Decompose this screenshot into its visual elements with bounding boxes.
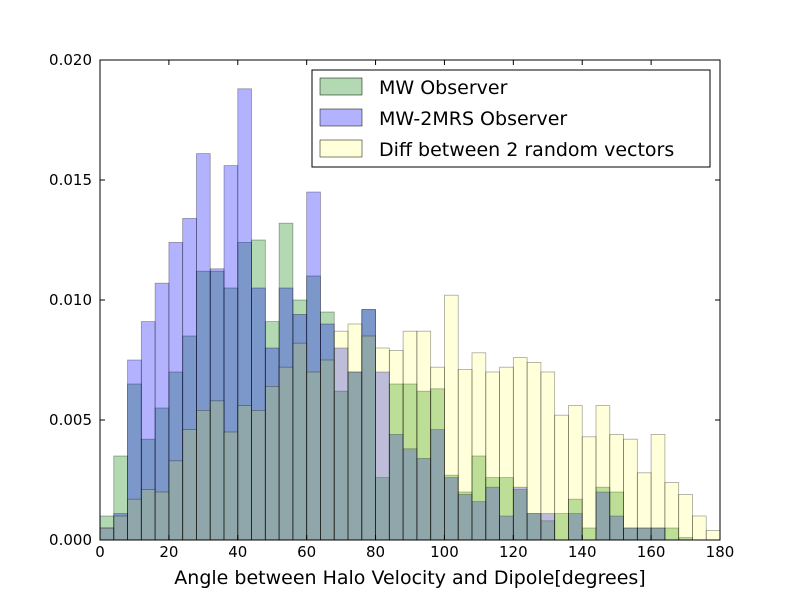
legend-box — [311, 69, 711, 168]
bar-diff-between-2-random-vectors-4 — [113, 515, 128, 541]
bar-diff-between-2-random-vectors-176 — [705, 530, 721, 541]
x-tick-label: 40 — [228, 543, 247, 561]
bar-diff-between-2-random-vectors-112 — [485, 371, 500, 541]
x-axis-label: Angle between Halo Velocity and Dipole[d… — [174, 567, 645, 589]
bar-diff-between-2-random-vectors-24 — [182, 429, 197, 541]
bar-diff-between-2-random-vectors-100 — [444, 294, 459, 541]
plot-frame — [99, 59, 721, 541]
bar-diff-between-2-random-vectors-40 — [237, 405, 252, 541]
legend-label-random-vectors: Diff between 2 random vectors — [379, 139, 674, 161]
bar-diff-between-2-random-vectors-80 — [375, 347, 390, 541]
y-tick-label: 0.000 — [49, 531, 92, 549]
x-tick-label: 180 — [706, 543, 735, 561]
bar-diff-between-2-random-vectors-96 — [430, 366, 445, 541]
bar-diff-between-2-random-vectors-16 — [154, 491, 170, 541]
y-tick-label: 0.005 — [49, 411, 92, 429]
bar-diff-between-2-random-vectors-32 — [209, 400, 225, 541]
legend-swatch-mw-2mrs-observer — [319, 108, 363, 127]
bar-diff-between-2-random-vectors-156 — [636, 472, 652, 541]
bar-diff-between-2-random-vectors-160 — [650, 433, 666, 541]
bar-diff-between-2-random-vectors-68 — [333, 330, 349, 541]
x-tick-label: 80 — [366, 543, 385, 561]
y-tick-label: 0.010 — [49, 291, 92, 309]
y-tick-label: 0.020 — [49, 51, 92, 69]
x-tick-label: 120 — [499, 543, 528, 561]
bar-diff-between-2-random-vectors-8 — [127, 498, 142, 541]
bar-diff-between-2-random-vectors-168 — [678, 493, 693, 541]
bar-diff-between-2-random-vectors-88 — [402, 330, 418, 541]
bar-diff-between-2-random-vectors-136 — [568, 405, 583, 541]
x-tick-label: 60 — [297, 543, 316, 561]
x-tick-label: 0 — [95, 543, 105, 561]
bar-diff-between-2-random-vectors-72 — [347, 323, 363, 541]
bar-diff-between-2-random-vectors-36 — [223, 431, 239, 541]
legend-swatch-random-vectors — [319, 139, 363, 158]
x-tick-label: 140 — [568, 543, 597, 561]
bar-diff-between-2-random-vectors-28 — [196, 409, 211, 541]
bar-diff-between-2-random-vectors-60 — [306, 371, 321, 541]
bar-diff-between-2-random-vectors-12 — [140, 489, 156, 541]
bar-diff-between-2-random-vectors-144 — [595, 405, 611, 541]
legend-label-mw-observer: MW Observer — [379, 77, 508, 99]
y-tick-label: 0.015 — [49, 171, 92, 189]
bar-diff-between-2-random-vectors-56 — [292, 342, 308, 541]
bar-diff-between-2-random-vectors-152 — [623, 438, 638, 541]
bar-diff-between-2-random-vectors-0 — [99, 527, 115, 541]
series-mw-observer — [99, 222, 693, 541]
bar-diff-between-2-random-vectors-132 — [554, 414, 569, 541]
bar-diff-between-2-random-vectors-44 — [251, 409, 266, 541]
series-diff-between-2-random-vectors — [99, 294, 721, 541]
bar-diff-between-2-random-vectors-172 — [692, 515, 707, 541]
x-tick-label: 100 — [430, 543, 459, 561]
bar-diff-between-2-random-vectors-140 — [581, 436, 597, 541]
bar-diff-between-2-random-vectors-76 — [361, 335, 376, 541]
bar-diff-between-2-random-vectors-128 — [540, 371, 556, 541]
bar-diff-between-2-random-vectors-148 — [609, 433, 624, 541]
legend: MW Observer MW-2MRS Observer Diff betwee… — [311, 69, 711, 168]
x-tick-label: 20 — [159, 543, 178, 561]
bar-diff-between-2-random-vectors-108 — [471, 352, 487, 541]
bar-diff-between-2-random-vectors-84 — [388, 349, 404, 541]
bar-diff-between-2-random-vectors-164 — [664, 481, 680, 541]
bars-layer — [99, 88, 721, 541]
bar-diff-between-2-random-vectors-116 — [499, 366, 514, 541]
bar-diff-between-2-random-vectors-64 — [320, 359, 335, 541]
bar-diff-between-2-random-vectors-48 — [264, 385, 280, 541]
legend-label-mw-2mrs-observer: MW-2MRS Observer — [379, 108, 567, 130]
legend-swatch-mw-observer — [319, 77, 363, 96]
bar-diff-between-2-random-vectors-92 — [416, 330, 432, 541]
bar-diff-between-2-random-vectors-104 — [457, 369, 473, 541]
bar-diff-between-2-random-vectors-20 — [168, 460, 184, 541]
x-tick-label: 160 — [637, 543, 666, 561]
bar-diff-between-2-random-vectors-52 — [278, 366, 294, 541]
bar-diff-between-2-random-vectors-124 — [526, 361, 542, 541]
bar-diff-between-2-random-vectors-120 — [512, 357, 528, 541]
